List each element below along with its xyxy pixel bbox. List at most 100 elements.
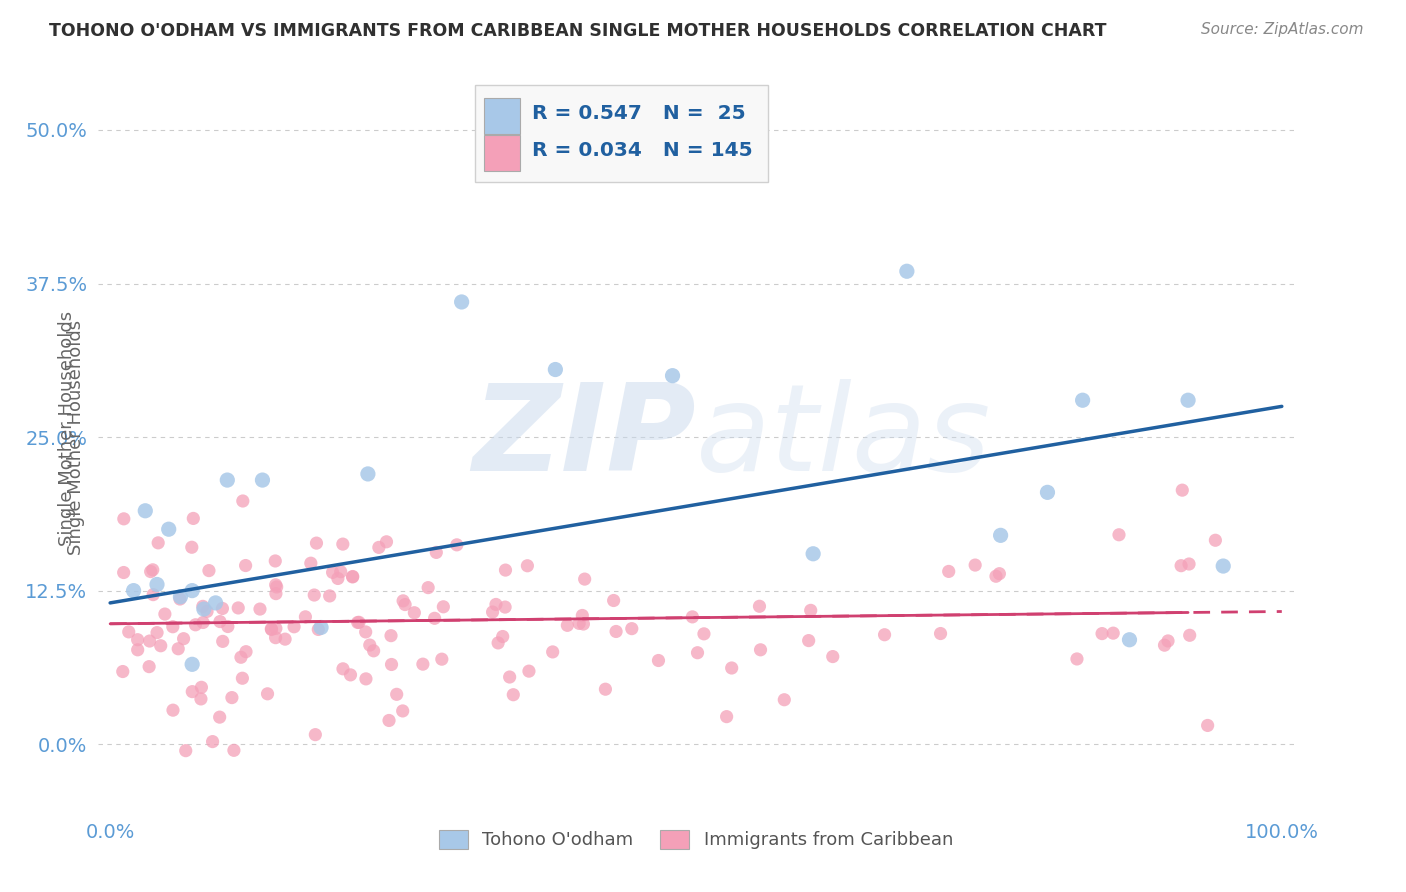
Point — [572, 617, 595, 632]
Point — [749, 642, 772, 657]
Point — [307, 623, 329, 637]
Point — [127, 642, 149, 657]
Point — [502, 688, 524, 702]
Point — [184, 617, 207, 632]
Point — [264, 578, 287, 592]
Point — [773, 692, 796, 706]
Point — [322, 566, 344, 580]
Point — [367, 541, 389, 555]
Point — [404, 606, 426, 620]
Point — [264, 621, 287, 635]
Point — [111, 665, 134, 679]
Point — [1212, 559, 1234, 574]
Point — [264, 587, 287, 601]
Point — [153, 607, 176, 621]
Point — [217, 619, 239, 633]
Point — [748, 599, 770, 614]
Point — [181, 657, 204, 672]
Point — [425, 545, 447, 559]
Y-axis label: Single Mother Households: Single Mother Households — [66, 319, 84, 555]
Point — [222, 743, 245, 757]
Point — [380, 629, 402, 643]
Point — [430, 652, 453, 666]
Point — [432, 599, 454, 614]
Point — [821, 649, 844, 664]
Point — [256, 687, 278, 701]
Point — [305, 536, 328, 550]
Point — [378, 714, 401, 728]
Point — [988, 566, 1011, 581]
Point — [517, 664, 540, 678]
Point — [142, 588, 165, 602]
Point — [557, 618, 579, 632]
Point — [544, 362, 567, 376]
Point — [181, 511, 204, 525]
Point — [1071, 393, 1094, 408]
Point — [446, 538, 468, 552]
Point — [363, 644, 385, 658]
Point — [571, 608, 593, 623]
Point — [342, 569, 364, 583]
Point — [541, 645, 564, 659]
Point — [264, 631, 287, 645]
Point — [249, 602, 271, 616]
Point — [595, 682, 617, 697]
Point — [347, 615, 370, 630]
Point — [232, 494, 254, 508]
Point — [965, 558, 987, 572]
Point — [148, 536, 170, 550]
Point — [481, 605, 503, 619]
Point — [195, 604, 218, 618]
Point — [181, 684, 204, 698]
Point — [235, 558, 257, 573]
Point — [169, 592, 191, 607]
Point — [167, 641, 190, 656]
Point — [173, 632, 195, 646]
Point — [392, 594, 415, 608]
Point — [208, 615, 231, 629]
Point — [990, 528, 1012, 542]
Point — [492, 630, 515, 644]
Point — [647, 653, 669, 667]
Point — [896, 264, 918, 278]
Point — [201, 734, 224, 748]
Point — [118, 624, 141, 639]
Point — [274, 632, 297, 647]
Point — [450, 295, 472, 310]
Point — [180, 541, 202, 555]
Point — [485, 598, 508, 612]
Point — [873, 628, 896, 642]
Text: Source: ZipAtlas.com: Source: ZipAtlas.com — [1201, 22, 1364, 37]
Point — [112, 566, 135, 580]
Point — [332, 662, 354, 676]
Point — [359, 638, 381, 652]
Point — [418, 581, 440, 595]
Point — [1170, 558, 1192, 573]
Point — [681, 610, 703, 624]
Point — [208, 710, 231, 724]
Point — [375, 534, 398, 549]
Point — [283, 620, 305, 634]
Point — [139, 565, 162, 579]
Point — [299, 556, 322, 570]
Point — [162, 620, 184, 634]
Point — [142, 563, 165, 577]
Point — [602, 593, 624, 607]
Point — [264, 554, 287, 568]
Point — [801, 547, 824, 561]
Point — [938, 565, 960, 579]
Point — [929, 626, 952, 640]
Point — [162, 703, 184, 717]
Point — [193, 602, 215, 616]
Point — [486, 636, 509, 650]
Text: R = 0.547   N =  25: R = 0.547 N = 25 — [533, 103, 745, 123]
Point — [498, 670, 520, 684]
Point — [138, 634, 160, 648]
Point — [181, 583, 204, 598]
Point — [1036, 485, 1059, 500]
Text: ZIP: ZIP — [472, 378, 696, 496]
Point — [309, 620, 332, 634]
Point — [346, 615, 368, 630]
Point — [423, 611, 446, 625]
Point — [693, 627, 716, 641]
